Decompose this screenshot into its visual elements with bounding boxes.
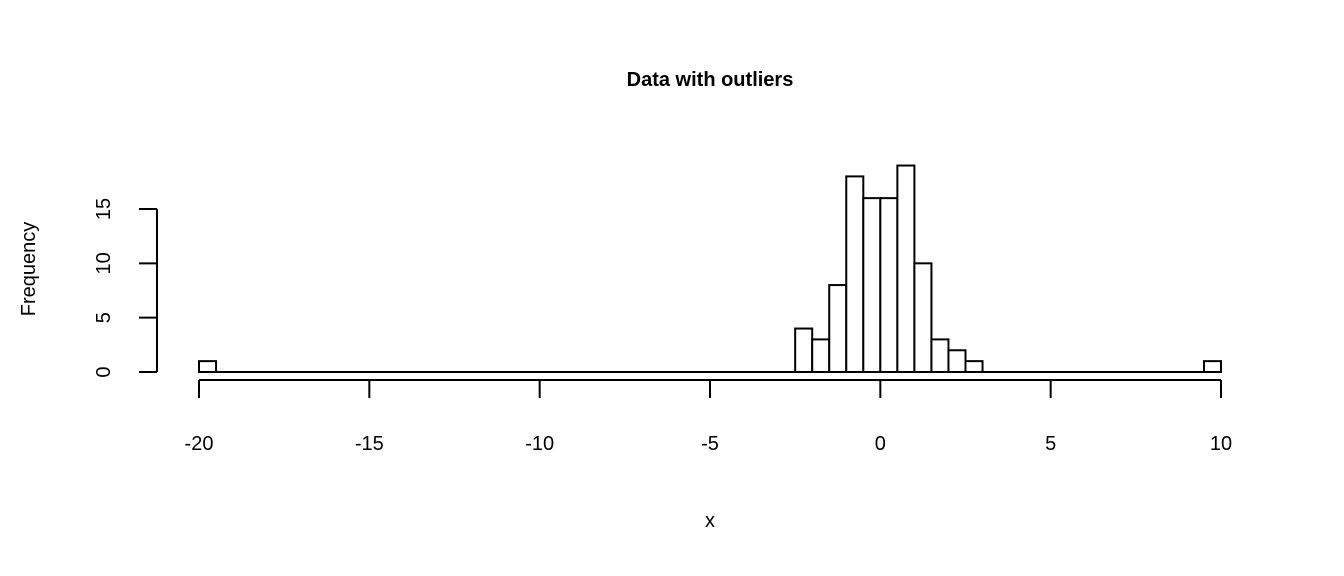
y-tick-label: 5	[93, 312, 115, 323]
chart-title: Data with outliers	[627, 69, 794, 91]
histogram-bar	[198, 360, 218, 373]
histogram-bar	[947, 349, 967, 373]
x-tick-label: 0	[875, 433, 886, 455]
y-axis-label: Frequency	[18, 222, 40, 317]
histogram-bar	[964, 360, 984, 373]
x-tick-label: -20	[185, 433, 214, 455]
histogram-bar	[913, 262, 933, 374]
y-axis: 0 5 10 15	[93, 198, 158, 378]
histogram-bar	[811, 338, 831, 373]
x-tick-label: 5	[1045, 433, 1056, 455]
histogram-bar	[896, 164, 916, 373]
x-tick-label: 10	[1210, 433, 1232, 455]
y-tick-label: 0	[93, 366, 115, 377]
y-tick-label: 10	[93, 252, 115, 274]
x-axis-label: x	[705, 510, 715, 532]
histogram-bar	[862, 197, 882, 373]
histogram-bar	[794, 327, 814, 373]
histogram-bar	[1202, 360, 1223, 373]
histogram-bar	[879, 197, 899, 373]
x-tick-label: -5	[701, 433, 719, 455]
histogram-bars	[198, 164, 1223, 374]
x-axis: -20 -15 -10 -5 0 5 10	[185, 379, 1232, 455]
x-tick-label: -10	[525, 433, 554, 455]
histogram-bar	[845, 175, 865, 373]
histogram-bar	[828, 284, 848, 374]
histogram-bar	[930, 338, 950, 373]
x-tick-label: -15	[355, 433, 384, 455]
y-tick-label: 15	[93, 198, 115, 220]
